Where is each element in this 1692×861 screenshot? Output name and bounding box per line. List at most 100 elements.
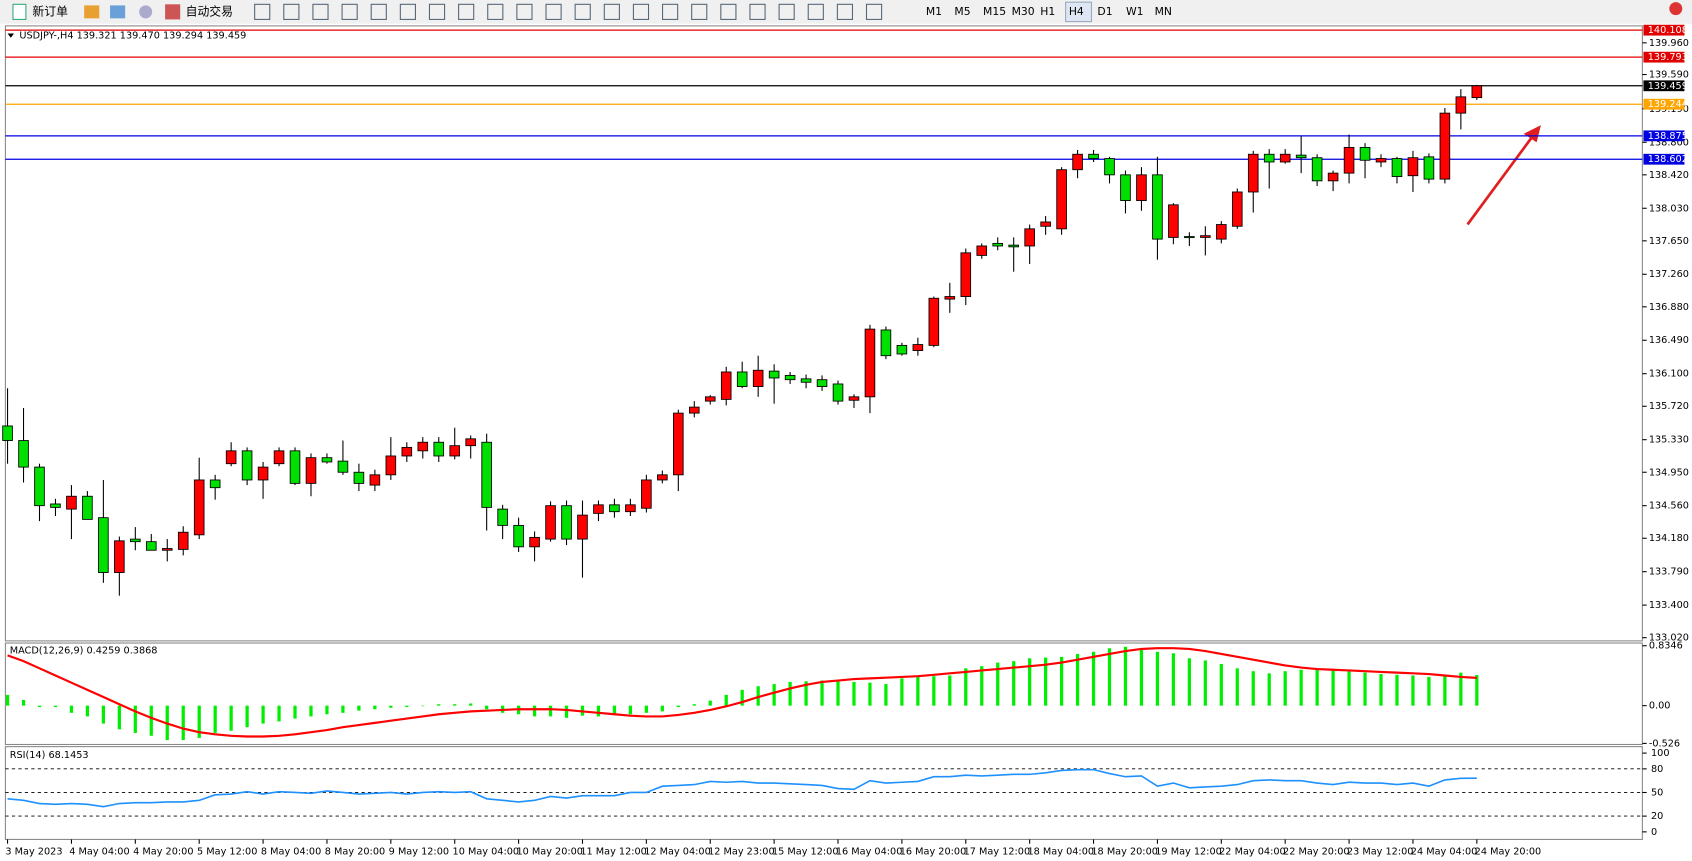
toolbar-icon[interactable] (662, 3, 679, 20)
timeframe-button[interactable]: H1 (1040, 5, 1055, 18)
y-tick-label: 138.800 (1649, 137, 1689, 148)
timeframe-button[interactable]: D1 (1097, 5, 1112, 18)
alert-badge[interactable] (1669, 2, 1683, 16)
candle-body (50, 503, 61, 508)
timeframe-button[interactable]: M1 (926, 5, 942, 18)
y-tick-label: 137.650 (1649, 236, 1689, 247)
new-order-icon[interactable] (12, 3, 27, 20)
macd-bar (69, 705, 74, 713)
toolbar-icon[interactable] (283, 3, 300, 20)
toolbar-icon[interactable] (749, 3, 766, 20)
toolbar-icon[interactable] (428, 3, 446, 20)
candle-body (257, 466, 269, 481)
timeframe-button[interactable]: MN (1155, 5, 1172, 18)
macd-bar (852, 681, 856, 706)
macd-bar (868, 682, 872, 706)
macd-bar (1315, 669, 1319, 706)
macd-bar (1107, 648, 1112, 706)
signal-line (7, 647, 1477, 738)
header-arrow (7, 33, 15, 38)
candle-body (1231, 191, 1243, 227)
candle-body (385, 455, 397, 476)
candle-body (353, 471, 365, 484)
timeframe-button[interactable]: M30 (1012, 5, 1035, 18)
y-tick-label: 139.960 (1649, 38, 1689, 49)
candle-body (241, 450, 253, 481)
timeframe-button[interactable]: W1 (1126, 5, 1144, 18)
level-label-box (1643, 153, 1685, 165)
candle-body (18, 440, 29, 468)
macd-bar (532, 705, 537, 717)
toolbar-icon[interactable] (778, 3, 795, 20)
macd-bar (916, 676, 920, 706)
x-tick-label: 12 May 23:00 (708, 846, 775, 857)
macd-bar (564, 705, 569, 718)
timeframe-button[interactable]: M5 (954, 5, 970, 18)
toolbar-icon[interactable] (691, 3, 708, 20)
toolbar-icon[interactable] (836, 3, 854, 20)
toolbar-icon[interactable] (720, 3, 737, 20)
macd-bar (1012, 661, 1016, 706)
toolbar-icon[interactable] (632, 3, 650, 20)
level-label: 139.793 (1648, 52, 1688, 63)
candle-body (673, 412, 684, 476)
y-tick-label: 134.950 (1649, 467, 1689, 478)
candle-body (1359, 146, 1371, 161)
macd-bar (1411, 675, 1415, 706)
level-label-box (1643, 80, 1685, 92)
candle-body (209, 479, 221, 489)
toolbar-icon[interactable] (516, 3, 533, 20)
new-order-button[interactable]: 新订单 (32, 4, 68, 18)
candle-body (1152, 174, 1163, 240)
candle-body (529, 536, 540, 548)
timeframe-button[interactable]: M15 (983, 5, 1006, 18)
y-tick-label: 137.260 (1649, 269, 1689, 280)
y-tick-label: 0 (1651, 827, 1657, 838)
toolbar-icon[interactable] (545, 3, 562, 20)
toolbar-icon[interactable] (603, 3, 620, 20)
toolbar-icon[interactable] (487, 3, 504, 20)
y-tick-label: 135.720 (1649, 401, 1689, 412)
x-tick-label: 16 May 20:00 (900, 846, 967, 857)
candle-body (145, 541, 157, 551)
macd-panel (4, 642, 1643, 746)
toolbar-icon[interactable] (254, 3, 271, 20)
candle-body (1279, 153, 1291, 163)
candle-body (369, 474, 381, 486)
macd-bar (21, 699, 26, 706)
toolbar-icon[interactable] (312, 3, 329, 20)
x-tick-label: 15 May 12:00 (772, 846, 839, 857)
tool-icon[interactable] (84, 5, 100, 19)
macd-bar (692, 704, 696, 706)
toolbar-icon[interactable] (458, 3, 475, 20)
tool-icon[interactable] (110, 5, 126, 19)
toolbar-icon[interactable] (865, 3, 883, 20)
macd-bar (964, 668, 968, 706)
toolbar-icon[interactable] (399, 3, 416, 20)
price-chart-title: USDJPY-,H4 139.321 139.470 139.294 139.4… (19, 31, 246, 42)
level-label: 139.244 (1648, 99, 1688, 110)
candle-body (577, 514, 588, 540)
macd-bar (1044, 657, 1048, 706)
candle-body (1120, 174, 1131, 201)
price-panel (4, 25, 1643, 642)
toolbar-icon[interactable] (341, 3, 358, 20)
auto-trading-icon[interactable] (165, 4, 181, 20)
macd-bar (1235, 668, 1239, 706)
tool-icon[interactable] (139, 5, 153, 19)
x-tick-label: 8 May 20:00 (325, 846, 385, 857)
macd-bar (1299, 669, 1303, 706)
macd-bar (996, 662, 1000, 706)
auto-trading-button[interactable]: 自动交易 (186, 4, 233, 18)
toolbar-icon[interactable] (574, 3, 591, 20)
toolbar-icon[interactable] (807, 3, 824, 20)
toolbar-icon[interactable] (370, 3, 387, 20)
timeframe-button[interactable]: H4 (1069, 5, 1084, 18)
x-tick-label: 18 May 04:00 (1028, 846, 1095, 857)
candle-body (449, 445, 461, 457)
macd-bar (421, 705, 425, 707)
x-tick-label: 24 May 04:00 (1411, 846, 1478, 857)
macd-bar (1347, 671, 1351, 706)
